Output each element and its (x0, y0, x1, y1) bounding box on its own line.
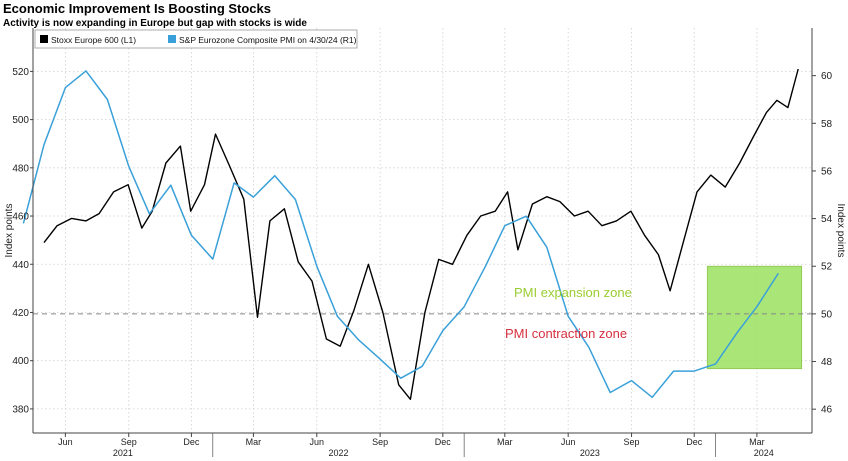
x-year-label: 2021 (113, 448, 133, 458)
legend-label-stoxx: Stoxx Europe 600 (L1) (51, 35, 136, 45)
x-month-label: Dec (435, 437, 452, 447)
x-month-label: Jun (561, 437, 576, 447)
x-year-label: 2024 (754, 448, 774, 458)
highlight-zone (706, 265, 803, 370)
x-month-label: Jun (310, 437, 325, 447)
expansion-highlight-box (706, 265, 803, 370)
series-lines (22, 68, 799, 400)
legend-swatch-stoxx (40, 35, 48, 43)
right-tick-label: 48 (821, 357, 833, 368)
x-month-label: Mar (246, 437, 262, 447)
x-month-label: Sep (372, 437, 388, 447)
right-tick-label: 60 (821, 71, 833, 82)
left-tick-label: 520 (12, 67, 29, 78)
legend-label-pmi: S&P Eurozone Composite PMI on 4/30/24 (R… (179, 35, 357, 45)
legend-swatch-pmi (168, 35, 176, 43)
x-month-label: Dec (183, 437, 200, 447)
axes: 380 400 420 440 460 480 500 520 46 48 50 52 54 56 58 60… (4, 28, 846, 458)
x-month-label: Sep (121, 437, 137, 447)
right-tick-label: 54 (821, 214, 833, 225)
left-tick-label: 420 (12, 308, 29, 319)
x-year-label: 2022 (328, 448, 348, 458)
stoxx-europe-600-line (43, 68, 799, 400)
left-tick-label: 440 (12, 260, 29, 271)
left-tick-label: 460 (12, 212, 29, 223)
x-month-label: Mar (497, 437, 513, 447)
right-tick-label: 50 (821, 309, 833, 320)
chart-title: Economic Improvement Is Boosting Stocks (3, 1, 271, 16)
left-tick-label: 500 (12, 115, 29, 126)
right-axis-title: Index points (835, 204, 846, 258)
x-month-label: Sep (624, 437, 640, 447)
right-tick-label: 58 (821, 119, 833, 130)
x-month-label: Jun (58, 437, 73, 447)
left-tick-label: 480 (12, 163, 29, 174)
left-axis-title: Index points (4, 204, 15, 258)
legend-box (34, 29, 358, 49)
right-tick-label: 52 (821, 262, 833, 273)
x-month-label: Mar (749, 437, 765, 447)
right-tick-label: 56 (821, 166, 833, 177)
gridlines (33, 28, 812, 433)
x-year-label: 2023 (580, 448, 600, 458)
pmi-contraction-zone-label: PMI contraction zone (505, 326, 627, 341)
annotations: PMI expansion zone PMI contraction zone (505, 285, 632, 341)
chart-subtitle: Activity is now expanding in Europe but … (3, 18, 307, 29)
x-month-label: Dec (686, 437, 703, 447)
legend: Stoxx Europe 600 (L1) S&P Eurozone Compos… (34, 29, 358, 49)
pmi-expansion-zone-label: PMI expansion zone (514, 285, 632, 300)
left-tick-label: 380 (12, 404, 29, 415)
right-tick-label: 46 (821, 405, 833, 416)
left-tick-label: 400 (12, 356, 29, 367)
